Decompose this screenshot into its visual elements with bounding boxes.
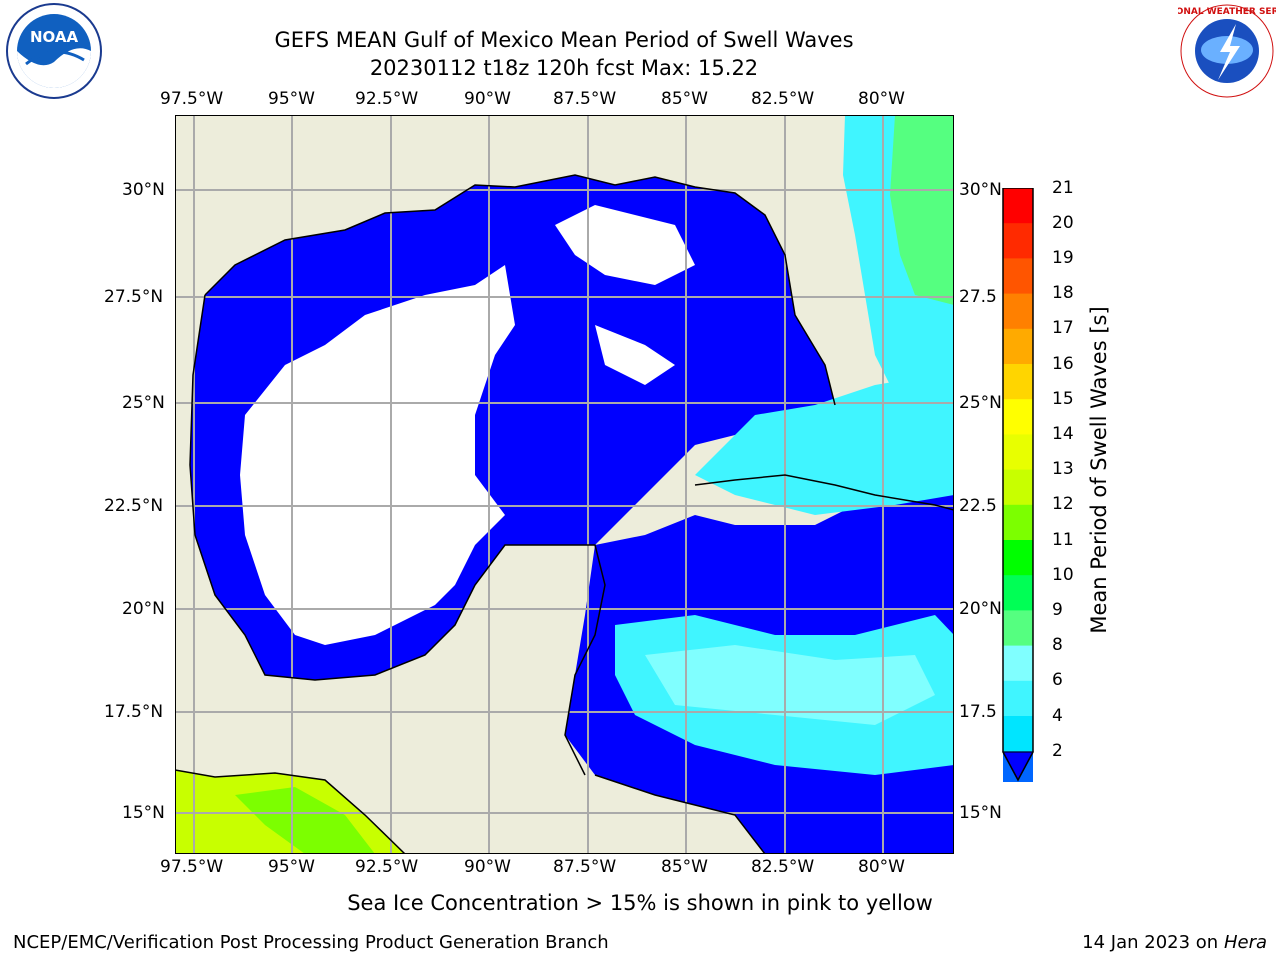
lon-label-bottom: 80°W [858,857,905,877]
colorbar-band [1003,434,1033,471]
lon-label-bottom: 97.5°W [160,857,224,877]
lon-label-bottom: 85°W [661,857,708,877]
footer-right: 14 Jan 2023 on Hera [1082,932,1267,953]
lat-label-right: 27.5 [959,287,997,307]
footer-machine: Hera [1223,932,1267,953]
lat-label-left: 17.5°N [104,702,164,722]
colorbar-tick: 10 [1052,565,1074,585]
colorbar-band [1003,328,1033,365]
colorbar-band [1003,258,1033,295]
map-panel [174,114,955,855]
lon-label-top: 90°W [464,89,511,109]
colorbar-tick: 6 [1052,670,1063,690]
lat-label-right: 22.5 [959,496,997,516]
lon-label-top: 85°W [661,89,708,109]
colorbar-band [1003,575,1033,611]
footer-left: NCEP/EMC/Verification Post Processing Pr… [13,932,609,953]
colorbar-band [1003,716,1033,752]
colorbar-band [1003,469,1033,506]
colorbar-band [1003,223,1033,259]
colorbar-ticks: 21 20 19 18 17 16 15 14 13 12 11 10 9 8 … [1052,178,1092,768]
lon-label-top: 97.5°W [160,89,224,109]
lon-label-bottom: 95°W [268,857,315,877]
colorbar-tick: 13 [1052,459,1074,479]
lat-label-right: 25°N [959,393,1002,413]
footer-date: 14 Jan 2023 on [1082,932,1224,953]
lat-label-right: 30°N [959,180,1002,200]
colorbar-tick: 19 [1052,248,1074,268]
colorbar-tick: 17 [1052,318,1074,338]
colorbar-band [1003,504,1033,541]
noaa-logo: NOAA [4,2,104,100]
nws-logo: NATIONAL WEATHER SERVICE [1152,2,1280,100]
lon-label-top: 82.5°W [751,89,815,109]
colorbar-tick: 12 [1052,494,1074,514]
colorbar-tick: 18 [1052,283,1074,303]
colorbar-frame [1002,187,1034,782]
lat-label-left: 30°N [122,180,165,200]
sea-ice-note: Sea Ice Concentration > 15% is shown in … [347,891,933,915]
colorbar-band [1003,399,1033,435]
colorbar [1002,187,1034,787]
lat-label-left: 27.5°N [104,287,164,307]
lat-label-right: 15°N [959,803,1002,823]
colorbar-band [1003,680,1033,717]
colorbar-band [1003,540,1033,576]
lat-label-left: 25°N [122,393,165,413]
colorbar-tick: 4 [1052,706,1063,726]
map-title: GEFS MEAN Gulf of Mexico Mean Period of … [274,28,854,52]
lon-label-top: 80°W [858,89,905,109]
lon-label-top: 87.5°W [553,89,617,109]
colorbar-band [1003,645,1033,682]
colorbar-band [1003,610,1033,647]
lat-label-left: 15°N [122,803,165,823]
lon-label-bottom: 92.5°W [355,857,419,877]
colorbar-tick: 21 [1052,178,1074,198]
coastline [174,174,955,855]
lat-label-right: 17.5 [959,702,997,722]
no-data-region [240,265,515,645]
lon-label-top: 95°W [268,89,315,109]
colorbar-tick: 20 [1052,213,1074,233]
colorbar-tick: 14 [1052,424,1074,444]
lon-label-top: 92.5°W [355,89,419,109]
lon-label-bottom: 90°W [464,857,511,877]
gulf-map [174,114,955,855]
colorbar-band [1003,364,1033,400]
colorbar-band [1003,293,1033,330]
map-subtitle: 20230112 t18z 120h fcst Max: 15.22 [369,56,759,80]
colorbar-tick: 2 [1052,741,1063,761]
lon-label-bottom: 87.5°W [553,857,617,877]
colorbar-band [1003,188,1033,224]
lon-label-bottom: 82.5°W [751,857,815,877]
lat-label-left: 20°N [122,599,165,619]
colorbar-label: Mean Period of Swell Waves [s] [1087,306,1111,633]
colorbar-tick: 16 [1052,354,1074,374]
colorbar-tick: 9 [1052,600,1063,620]
colorbar-label-box: Mean Period of Swell Waves [s] [1078,190,1118,750]
colorbar-tick: 11 [1052,530,1074,550]
colorbar-tick: 15 [1052,389,1074,409]
noaa-logo-text: NOAA [30,28,79,46]
lat-label-left: 22.5°N [104,496,164,516]
nws-logo-text: NATIONAL WEATHER SERVICE [1178,7,1276,17]
colorbar-tick: 8 [1052,635,1063,655]
lat-label-right: 20°N [959,599,1002,619]
